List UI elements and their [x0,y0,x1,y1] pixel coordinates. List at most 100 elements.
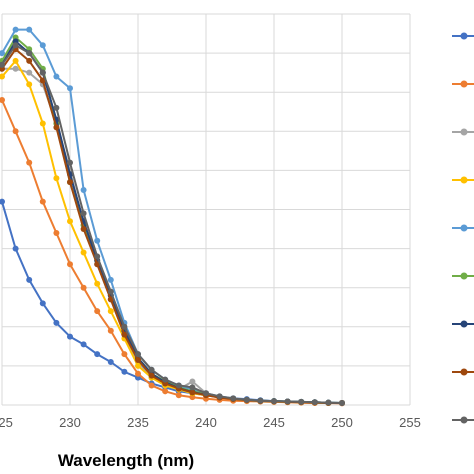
x-axis-label: Wavelength (nm) [58,451,194,470]
series-line [1,201,343,404]
legend-item [452,128,474,136]
data-point [0,73,5,80]
legend-marker [460,176,468,184]
data-point [67,159,73,166]
series-1 [0,198,345,407]
series-5 [0,26,345,407]
legend-marker [460,224,468,232]
data-point [243,396,250,403]
data-point [53,229,60,236]
data-point [203,390,209,397]
x-tick-label: 230 [59,415,81,430]
data-point [26,159,33,166]
data-point [311,399,318,406]
data-point [53,319,60,326]
data-point [107,276,114,283]
data-point [12,26,19,33]
series-2 [0,97,345,407]
data-point [94,280,101,287]
x-tick-label: 255 [399,415,421,430]
data-point [67,333,73,340]
data-point [0,198,5,205]
data-point [189,378,196,385]
data-point [80,284,87,291]
data-point [26,69,33,76]
data-point [80,226,87,233]
data-point [121,368,128,375]
data-point [12,65,19,72]
series-9 [0,42,345,407]
grid [1,13,411,406]
legend-marker [460,80,468,88]
data-point [107,288,114,295]
data-point [67,85,73,92]
data-point [26,276,33,283]
data-point [80,341,87,348]
data-point [12,42,19,49]
data-point [0,97,5,104]
data-point [53,73,60,80]
data-point [189,384,196,391]
data-point [39,300,46,307]
data-point [67,261,73,268]
data-point [94,253,101,260]
data-point [67,179,73,186]
data-point [94,351,101,358]
data-point [53,124,60,131]
data-point [175,392,182,399]
series-layer [0,26,345,407]
data-point [107,358,114,365]
data-point [162,388,169,395]
data-point [298,398,305,405]
legend-item [452,80,474,88]
series-line [1,40,343,404]
series-line [1,99,343,405]
data-point [175,382,182,389]
data-point [80,186,87,193]
data-point [230,395,237,402]
data-point [148,382,155,389]
data-point [26,81,33,88]
legend-item [452,176,474,184]
legend-item [452,368,474,376]
legend-marker [460,272,468,280]
legend-marker [460,32,468,40]
data-point [162,376,169,383]
data-point [135,357,141,364]
data-point [121,323,128,330]
data-point [12,57,19,64]
legend-marker [460,416,468,424]
x-tick-labels: 225 230 235 240 245 250 255 [0,415,421,430]
data-point [189,389,196,396]
legend-marker [460,128,468,136]
legend-item [452,320,474,328]
data-point [39,42,46,49]
data-point [39,69,46,76]
data-point [135,370,141,377]
series-3 [0,65,345,407]
data-point [0,61,5,68]
data-point [67,218,73,225]
data-point [135,351,141,358]
legend-item [452,416,474,424]
data-point [80,210,87,217]
data-point [12,128,19,135]
data-point [257,397,264,404]
data-point [0,50,5,57]
data-point [107,308,114,315]
series-line [1,28,343,404]
data-point [39,198,46,205]
legend-item [452,272,474,280]
data-point [271,398,277,405]
legend-item [452,32,474,40]
legend-marker [460,368,468,376]
x-tick-label: 250 [331,415,353,430]
data-point [339,400,345,407]
legend [452,32,474,424]
data-point [39,120,46,127]
data-point [26,26,33,33]
data-point [53,104,60,111]
data-point [216,393,223,400]
x-tick-label: 225 [0,415,13,430]
data-point [94,237,101,244]
